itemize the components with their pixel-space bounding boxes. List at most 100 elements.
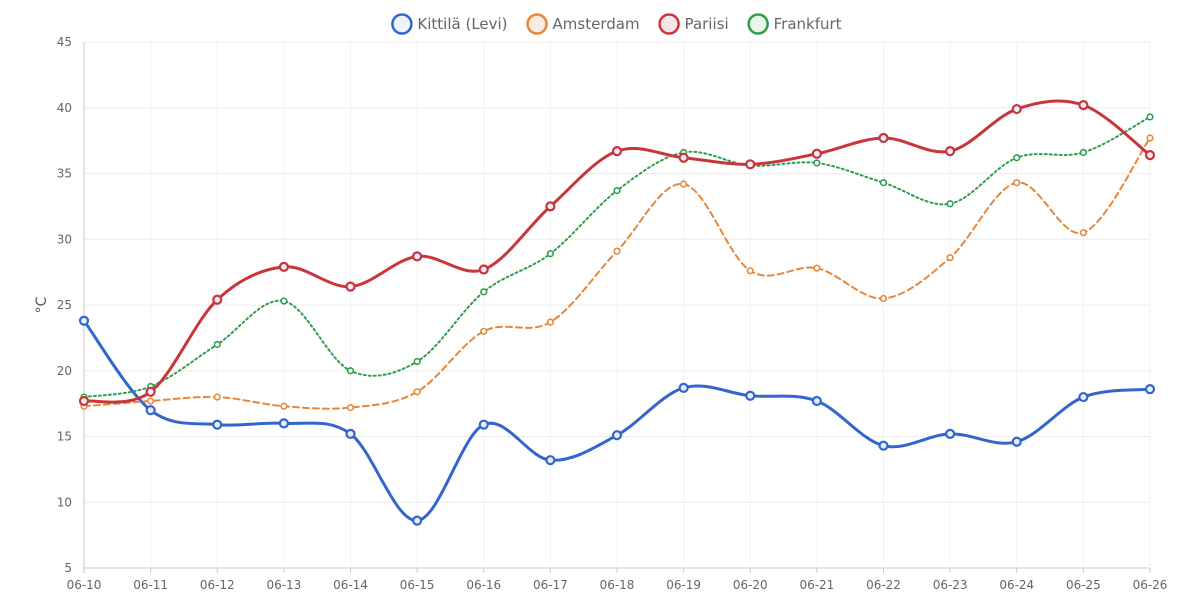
data-point[interactable] [280, 402, 288, 410]
x-tick-label: 06-15 [400, 578, 435, 592]
data-point[interactable] [613, 247, 621, 255]
data-point[interactable] [946, 254, 954, 262]
data-point[interactable] [746, 267, 754, 275]
data-point[interactable] [1078, 391, 1089, 403]
y-tick-label: 15 [57, 430, 72, 444]
data-point[interactable] [811, 148, 822, 159]
data-point[interactable] [280, 297, 288, 305]
data-point[interactable] [680, 180, 688, 188]
data-point[interactable] [878, 132, 889, 144]
data-point[interactable] [412, 251, 423, 262]
data-point[interactable] [212, 419, 223, 430]
data-point[interactable] [278, 261, 289, 272]
series-line [82, 319, 1152, 523]
data-point[interactable] [145, 386, 156, 397]
data-point[interactable] [478, 264, 489, 275]
x-tick-label: 06-17 [533, 578, 568, 592]
data-point[interactable] [278, 418, 289, 429]
x-tick-label: 06-10 [67, 578, 102, 592]
legend-item[interactable]: Amsterdam [526, 13, 640, 35]
data-point[interactable] [945, 428, 956, 439]
data-point[interactable] [1011, 103, 1022, 115]
x-tick-label: 06-13 [266, 578, 301, 592]
y-tick-label: 45 [57, 35, 72, 49]
series-lines [78, 99, 1156, 526]
data-point[interactable] [480, 288, 488, 296]
legend-item[interactable]: Pariisi [658, 13, 729, 35]
legend-label: Amsterdam [553, 15, 640, 33]
series-kittil-levi [78, 315, 1156, 526]
y-tick-label: 10 [57, 495, 72, 509]
data-point[interactable] [1013, 179, 1021, 187]
data-point[interactable] [613, 186, 621, 195]
series-line [83, 115, 1151, 399]
y-tick-label: 30 [57, 232, 72, 246]
data-point[interactable] [213, 393, 221, 401]
data-point[interactable] [546, 318, 554, 326]
series-amsterdam [80, 134, 1154, 412]
data-point[interactable] [678, 152, 689, 163]
data-point[interactable] [1144, 149, 1156, 161]
data-point[interactable] [611, 430, 623, 441]
data-point[interactable] [946, 200, 954, 208]
legend-marker [658, 13, 680, 35]
y-tick-label: 35 [57, 167, 72, 181]
y-tick-label: 40 [57, 101, 72, 115]
legend-item[interactable]: Frankfurt [747, 13, 842, 35]
data-point[interactable] [678, 382, 689, 393]
x-tick-label: 06-16 [466, 578, 501, 592]
grid-lines [83, 41, 1151, 569]
legend-marker [526, 13, 548, 35]
data-point[interactable] [745, 159, 756, 170]
data-point[interactable] [611, 146, 623, 157]
data-point[interactable] [945, 146, 956, 157]
x-tick-label: 06-25 [1066, 578, 1101, 592]
data-point[interactable] [478, 419, 489, 430]
data-point[interactable] [413, 357, 421, 366]
axes: 5 10 15 20 25 30 35 40 45 06-10 06-11 06-12 06-13 06-… [57, 35, 1168, 592]
y-tick-label: 20 [57, 364, 72, 378]
data-point[interactable] [412, 515, 423, 526]
data-point[interactable] [813, 264, 821, 272]
data-point[interactable] [1013, 154, 1021, 162]
data-point[interactable] [212, 294, 223, 305]
legend-item[interactable]: Kittilä (Levi) [391, 13, 508, 35]
y-axis-title: °C [34, 296, 50, 313]
data-point[interactable] [878, 440, 889, 451]
data-point[interactable] [546, 250, 554, 258]
data-point[interactable] [1078, 100, 1089, 111]
x-tick-label: 06-19 [666, 578, 701, 592]
data-point[interactable] [879, 294, 888, 303]
data-point[interactable] [811, 395, 822, 407]
data-point[interactable] [346, 403, 355, 412]
data-point[interactable] [545, 455, 556, 466]
data-point[interactable] [480, 327, 488, 335]
data-point[interactable] [147, 397, 155, 405]
data-point[interactable] [413, 388, 421, 396]
data-point[interactable] [1079, 229, 1087, 237]
data-point[interactable] [1146, 134, 1154, 142]
data-point[interactable] [1144, 384, 1156, 395]
data-point[interactable] [1011, 436, 1022, 447]
data-point[interactable] [1079, 148, 1087, 157]
data-point[interactable] [345, 281, 356, 292]
x-tick-label: 06-26 [1133, 578, 1168, 592]
data-point[interactable] [346, 367, 355, 375]
x-tick-label: 06-12 [200, 578, 235, 592]
data-point[interactable] [78, 395, 90, 407]
data-point[interactable] [813, 159, 821, 167]
data-point[interactable] [213, 340, 221, 349]
y-tick-label: 25 [57, 298, 72, 312]
data-point[interactable] [745, 390, 756, 401]
data-point[interactable] [345, 428, 356, 439]
data-point[interactable] [879, 179, 888, 187]
data-point[interactable] [545, 201, 556, 212]
data-point[interactable] [145, 405, 156, 416]
data-point[interactable] [78, 315, 90, 326]
legend[interactable]: Kittilä (Levi) Amsterdam Pariisi Frankfurt [391, 13, 842, 35]
x-tick-label: 06-23 [933, 578, 968, 592]
legend-label: Frankfurt [774, 15, 842, 33]
data-point[interactable] [1146, 113, 1154, 121]
legend-marker [747, 13, 769, 35]
